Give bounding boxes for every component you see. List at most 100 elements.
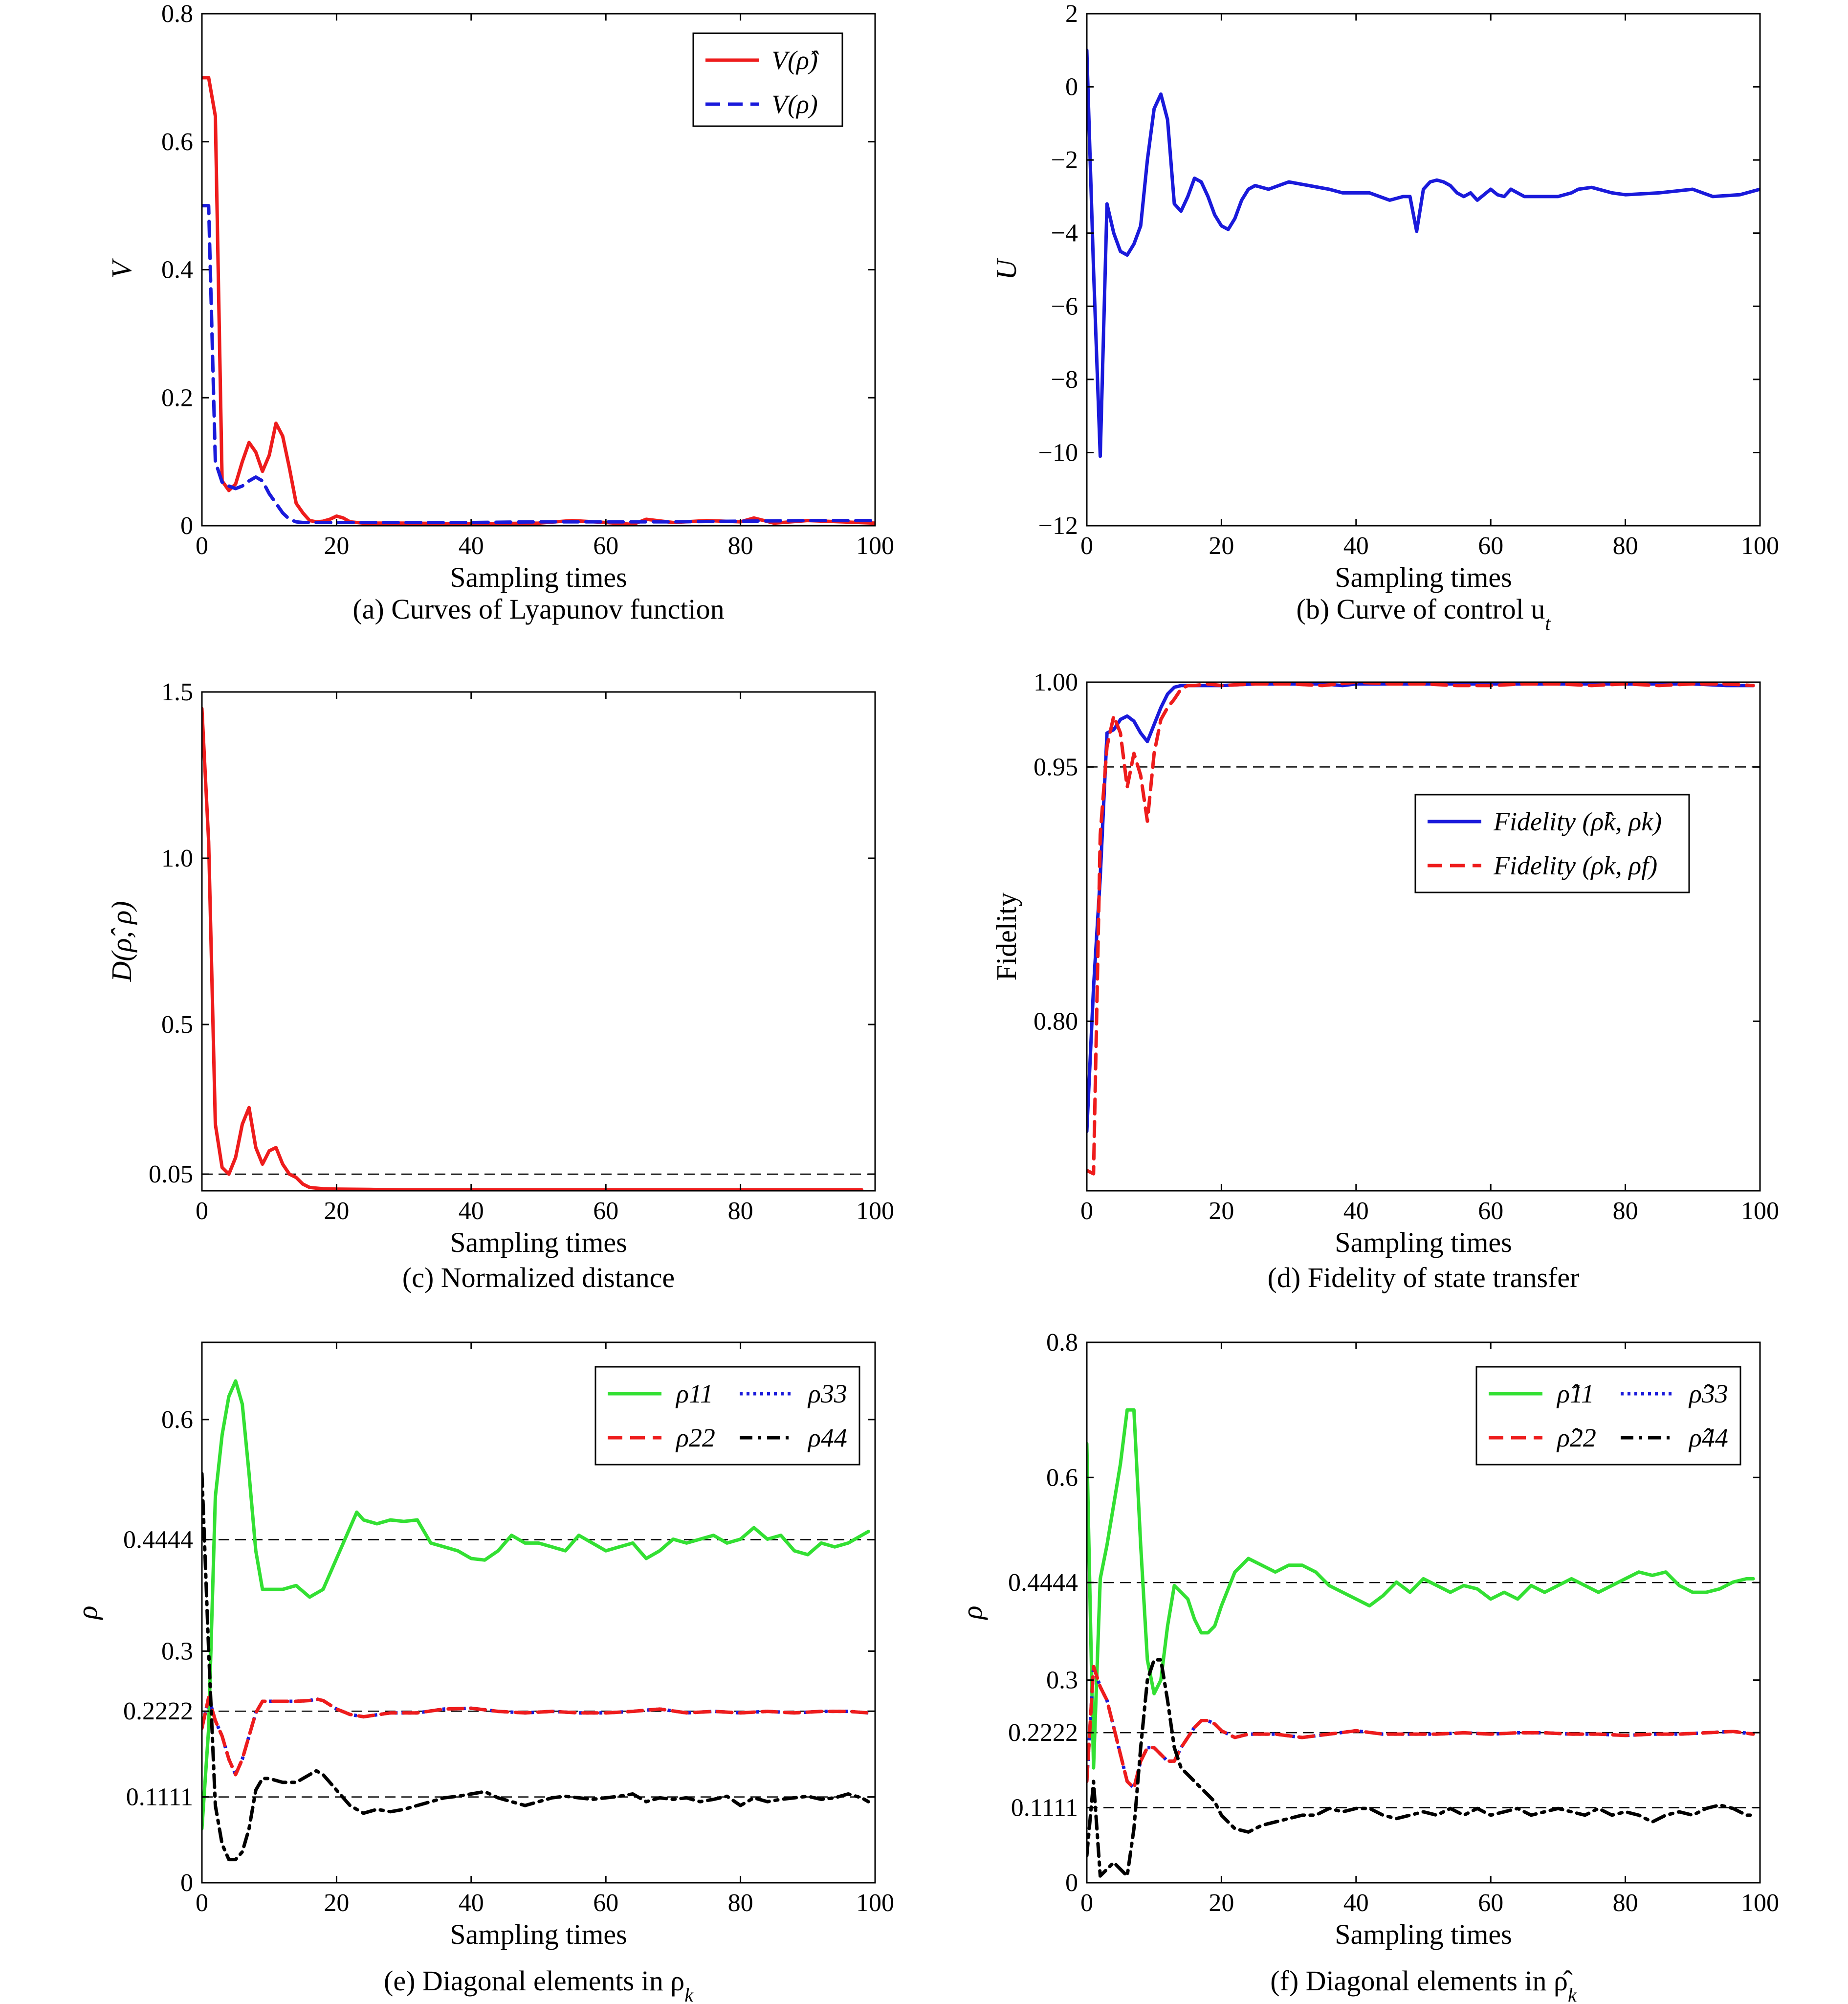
x-tick-label-b-3: 60 [1478, 532, 1503, 560]
y-tick-label-a-1: 0.2 [161, 384, 193, 412]
x-tick-label-d-5: 100 [1741, 1197, 1779, 1225]
x-tick-label-b-5: 100 [1741, 532, 1779, 560]
x-tick-label-a-5: 100 [856, 532, 894, 560]
y-tick-label-e-1: 0.1111 [126, 1783, 193, 1811]
legend-label-d-0: Fidelity (ρ̂k, ρk) [1493, 807, 1662, 836]
series-line-e-1 [202, 1695, 869, 1777]
chart-panel-b: 0 20 40 60 80 100 −12 −10 −8 −6 −4 −2 0 2 Sampling tim… [990, 0, 1779, 634]
series-line-e-3 [202, 1471, 870, 1862]
x-tick-label-e-0: 0 [196, 1889, 208, 1917]
x-tick-label-d-4: 80 [1613, 1197, 1638, 1225]
legend-label-e-0: ρ11 [675, 1379, 713, 1408]
series-group-a [202, 76, 875, 526]
y-axis-label-e: ρ [71, 1606, 103, 1621]
x-tick-label-d-0: 0 [1080, 1197, 1093, 1225]
y-tick-label-f-6: 0.8 [1046, 1329, 1078, 1357]
legend-label-e-3: ρ44 [807, 1423, 847, 1452]
panel-caption-b: (b) Curve of control ut [1296, 593, 1551, 634]
y-tick-label-b-1: −10 [1038, 439, 1078, 467]
y-tick-label-c-2: 1.0 [161, 845, 193, 872]
chart-panel-e: 0 20 40 60 80 100 0 0.1111 0.2222 0.3 0.4444 0.6 Sam… [71, 1341, 894, 2004]
x-tick-label-c-1: 20 [324, 1197, 349, 1225]
x-tick-label-a-1: 20 [324, 532, 349, 560]
y-axis-label-d: Fidelity [990, 892, 1022, 980]
y-tick-label-f-1: 0.1111 [1011, 1794, 1078, 1822]
x-tick-label-e-5: 100 [856, 1889, 894, 1917]
x-tick-label-d-1: 20 [1209, 1197, 1234, 1225]
series-line-f-0 [1087, 1408, 1755, 1770]
x-tick-label-d-2: 40 [1343, 1197, 1369, 1225]
series-group-b [1087, 48, 1760, 458]
axes-frame-e [201, 1341, 876, 1884]
y-tick-label-b-5: −2 [1051, 146, 1078, 174]
series-group-f [1087, 1408, 1755, 1878]
legend-label-a-0: V(ρ̂) [771, 45, 819, 75]
x-tick-label-e-4: 80 [728, 1889, 753, 1917]
y-tick-label-a-0: 0 [180, 512, 193, 540]
y-tick-label-b-3: −6 [1051, 292, 1078, 320]
x-tick-label-a-2: 40 [459, 532, 484, 560]
y-tick-label-c-0: 0.05 [149, 1160, 193, 1188]
panel-caption-subscript-b: t [1545, 612, 1551, 634]
x-tick-label-d-3: 60 [1478, 1197, 1503, 1225]
y-tick-label-e-0: 0 [180, 1869, 193, 1897]
x-tick-label-f-4: 80 [1613, 1889, 1638, 1917]
panel-caption-c: (c) Normalized distance [402, 1262, 675, 1293]
x-axis-label-e: Sampling times [450, 1918, 627, 1950]
y-tick-label-e-4: 0.4444 [123, 1526, 193, 1554]
y-axis-label-b: U [990, 257, 1022, 280]
y-tick-label-a-4: 0.8 [161, 0, 193, 28]
legend-d: Fidelity (ρ̂k, ρk) Fidelity (ρk, ρf) [1414, 794, 1690, 893]
x-tick-label-f-2: 40 [1343, 1889, 1369, 1917]
y-tick-label-b-0: −12 [1038, 512, 1078, 540]
panel-caption-f: (f) Diagonal elements in ρ̂k [1270, 1965, 1577, 2004]
x-tick-label-f-3: 60 [1478, 1889, 1503, 1917]
y-tick-label-c-1: 0.5 [161, 1011, 193, 1039]
x-tick-label-b-2: 40 [1343, 532, 1369, 560]
series-group-d [1087, 682, 1755, 1176]
series-line-c-0 [202, 707, 863, 1191]
panel-caption-a: (a) Curves of Lyapunov function [352, 593, 724, 625]
x-tick-label-e-2: 40 [459, 1889, 484, 1917]
y-tick-label-a-2: 0.4 [161, 256, 193, 284]
y-tick-label-f-5: 0.6 [1046, 1464, 1078, 1492]
y-tick-label-e-3: 0.3 [161, 1637, 193, 1665]
chart-panel-c: 0 20 40 60 80 100 0.05 0.5 1.0 1.5 Sampling times D… [106, 678, 894, 1293]
axes-frame-f [1086, 1341, 1761, 1884]
x-tick-label-e-1: 20 [324, 1889, 349, 1917]
legend-label-a-1: V(ρ) [771, 89, 818, 119]
x-tick-label-c-3: 60 [593, 1197, 618, 1225]
legend-label-f-2: ρ̂22 [1556, 1423, 1596, 1452]
y-tick-label-d-1: 0.95 [1034, 753, 1078, 781]
y-axis-label-a: V [106, 258, 137, 278]
x-tick-label-c-4: 80 [728, 1197, 753, 1225]
y-tick-label-e-5: 0.6 [161, 1406, 193, 1434]
y-axis-label-f: ρ [956, 1606, 988, 1621]
series-line-a-0 [202, 76, 875, 526]
y-tick-label-d-2: 1.00 [1034, 668, 1078, 696]
legend-label-d-1: Fidelity (ρk, ρf) [1493, 851, 1657, 880]
panel-caption-subscript-e: k [684, 1984, 694, 2004]
series-line-d-0 [1087, 682, 1755, 1134]
legend-frame-d [1414, 794, 1690, 893]
series-line-e-0 [202, 1379, 870, 1830]
y-tick-label-c-3: 1.5 [161, 678, 193, 706]
axes-frame-c [201, 691, 876, 1192]
y-tick-label-f-2: 0.2222 [1008, 1719, 1078, 1747]
series-group-e [202, 1379, 870, 1862]
legend-frame-a [692, 32, 843, 127]
x-tick-label-c-5: 100 [856, 1197, 894, 1225]
y-tick-label-e-2: 0.2222 [123, 1697, 193, 1725]
chart-panel-a: 0 20 40 60 80 100 0 0.2 0.4 0.6 0.8 Sampling times V… [106, 0, 894, 625]
y-tick-label-b-4: −4 [1051, 220, 1078, 247]
x-tick-label-f-1: 20 [1209, 1889, 1234, 1917]
x-tick-label-a-4: 80 [728, 532, 753, 560]
x-tick-label-e-3: 60 [593, 1889, 618, 1917]
axes-frame-d [1086, 681, 1761, 1192]
x-tick-label-a-3: 60 [593, 532, 618, 560]
x-axis-label-f: Sampling times [1335, 1918, 1512, 1950]
panel-caption-e: (e) Diagonal elements in ρk [384, 1965, 694, 2004]
y-tick-label-d-0: 0.80 [1034, 1007, 1078, 1035]
x-tick-label-c-0: 0 [196, 1197, 208, 1225]
series-line-a-1 [202, 204, 875, 524]
